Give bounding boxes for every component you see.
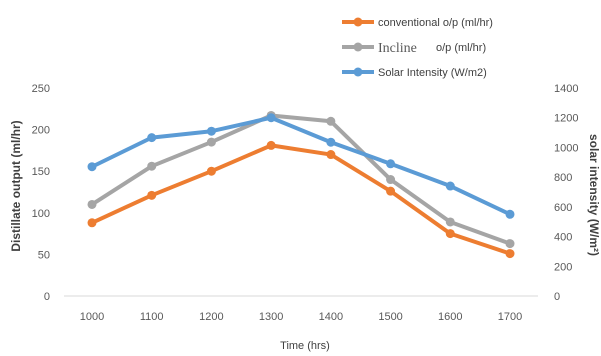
y-right-tick-label: 0 [554,291,560,303]
y-right-tick-label: 1000 [554,142,578,154]
legend-label: conventional o/p (ml/hr) [378,17,493,29]
legend-item: Solar Intensity (W/m2) [342,67,487,79]
data-point [147,133,157,143]
data-point [87,162,97,172]
y-tick-label: 150 [32,166,50,178]
right-axis-ticks: 0 200 400 600 800 1000 1200 1400 [554,83,578,303]
x-tick-label: 1200 [199,311,223,323]
x-tick-label: 1500 [378,311,402,323]
y-right-tick-label: 600 [554,202,572,214]
y-right-tick-label: 800 [554,172,572,184]
y-tick-label: 250 [32,83,50,95]
data-point [266,140,276,150]
x-tick-label: 1100 [140,311,164,323]
x-axis-ticks: 1000 1100 1200 1300 1400 1500 1600 1700 [80,311,522,323]
series-line [90,113,512,246]
legend-swatch-marker [353,42,363,52]
data-point [266,113,276,123]
data-point [326,137,336,147]
data-point [445,181,455,191]
data-point [386,175,396,185]
legend-swatch-marker [353,17,363,27]
legend-label-prefix: Incline [378,41,417,56]
y-right-tick-label: 1400 [554,83,578,95]
legend-label: Solar Intensity (W/m2) [378,67,487,79]
x-tick-label: 1400 [319,311,343,323]
data-point [206,126,216,136]
series-0 [87,140,515,259]
y-right-tick-label: 1200 [554,113,578,125]
series-2 [87,113,515,219]
series-line [90,115,512,217]
x-tick-label: 1700 [498,311,522,323]
data-point [147,190,157,200]
y-tick-label: 0 [44,291,50,303]
legend-item: Incline o/p (ml/hr) [342,41,486,56]
data-point [505,249,515,259]
data-point [87,218,97,228]
data-point [445,217,455,227]
data-point [326,116,336,126]
data-point [386,159,396,169]
y-axis-title: Distillate output (ml/hr) [9,120,23,251]
data-point [386,186,396,196]
data-point [505,209,515,219]
legend: conventional o/p (ml/hr) Incline o/p (ml/h… [342,17,493,79]
y-tick-label: 100 [32,208,50,220]
x-tick-label: 1000 [80,311,104,323]
y-tick-label: 200 [32,125,50,137]
series-layer [87,110,515,259]
y-right-tick-label: 200 [554,261,572,273]
left-axis-ticks: 0 50 100 150 200 250 [32,83,50,303]
x-tick-label: 1600 [438,311,462,323]
data-point [147,161,157,171]
y-tick-label: 50 [38,249,50,261]
data-point [445,229,455,239]
data-point [326,150,336,160]
legend-label: o/p (ml/hr) [436,42,486,54]
data-point [87,199,97,209]
data-point [505,239,515,249]
legend-item: conventional o/p (ml/hr) [342,17,493,29]
x-tick-label: 1300 [259,311,283,323]
y-right-tick-label: 400 [554,232,572,244]
data-point [206,137,216,147]
series-line [90,143,512,256]
x-axis-title: Time (hrs) [280,340,330,352]
data-point [206,166,216,176]
y-axis-right-title: solar intensity (W/m²) [587,134,601,256]
legend-swatch-marker [353,67,363,77]
